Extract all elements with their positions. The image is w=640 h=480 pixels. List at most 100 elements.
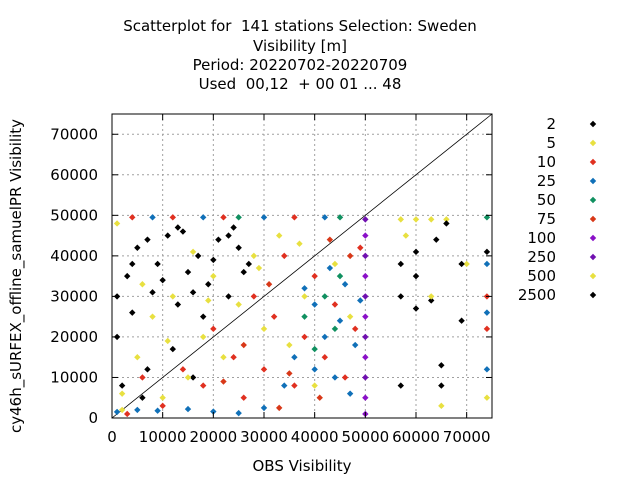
data-point-10 bbox=[250, 293, 258, 300]
data-point-10 bbox=[159, 402, 166, 410]
data-point-25 bbox=[301, 285, 308, 292]
data-point-2500 bbox=[412, 272, 420, 280]
data-point-5 bbox=[250, 252, 258, 260]
data-point-5 bbox=[159, 394, 166, 401]
data-point-2 bbox=[225, 293, 232, 300]
data-point-75 bbox=[326, 236, 334, 243]
data-point-500 bbox=[139, 281, 146, 288]
data-point-10 bbox=[230, 354, 237, 361]
data-point-25 bbox=[357, 297, 364, 304]
data-point-25 bbox=[483, 309, 491, 316]
legend-label: 500 bbox=[527, 267, 556, 285]
legend-label: 50 bbox=[537, 191, 556, 209]
data-point-10 bbox=[331, 301, 339, 308]
data-point-100 bbox=[362, 354, 369, 361]
legend-marker bbox=[589, 215, 597, 223]
data-point-10 bbox=[311, 272, 318, 280]
data-point-100 bbox=[362, 394, 369, 401]
data-point-2 bbox=[200, 313, 207, 320]
data-point-50 bbox=[235, 214, 242, 221]
data-point-25 bbox=[336, 317, 344, 324]
data-point-75 bbox=[316, 394, 323, 401]
x-tick-label: 60000 bbox=[392, 428, 440, 446]
legend-label: 25 bbox=[537, 172, 556, 190]
data-point-5 bbox=[113, 220, 121, 227]
data-point-2500 bbox=[189, 289, 197, 296]
data-point-25 bbox=[260, 214, 268, 221]
data-point-10 bbox=[357, 244, 364, 251]
data-point-250 bbox=[362, 374, 369, 381]
data-point-2500 bbox=[144, 236, 151, 243]
legend-marker bbox=[589, 291, 597, 299]
data-point-10 bbox=[179, 366, 187, 373]
data-point-100 bbox=[362, 232, 369, 239]
data-point-2500 bbox=[159, 276, 166, 284]
data-point-25 bbox=[483, 366, 491, 373]
data-point-50 bbox=[336, 214, 344, 221]
data-point-500 bbox=[255, 264, 263, 272]
data-point-500 bbox=[296, 240, 303, 247]
data-point-10 bbox=[129, 214, 136, 221]
data-point-50 bbox=[321, 293, 328, 300]
data-point-10 bbox=[220, 214, 227, 221]
diagonal-line bbox=[111, 113, 493, 419]
data-point-5 bbox=[311, 382, 318, 389]
data-point-50 bbox=[331, 325, 339, 333]
data-point-100 bbox=[362, 272, 369, 280]
data-point-50 bbox=[301, 313, 308, 320]
data-point-2 bbox=[412, 248, 420, 256]
data-point-2 bbox=[189, 374, 197, 381]
data-point-500 bbox=[189, 248, 197, 256]
data-point-2 bbox=[179, 228, 187, 235]
data-point-25 bbox=[200, 214, 207, 221]
data-point-10 bbox=[270, 313, 278, 320]
data-point-2500 bbox=[443, 220, 450, 227]
data-point-2 bbox=[428, 297, 435, 304]
data-point-5 bbox=[184, 374, 192, 381]
data-point-5 bbox=[169, 293, 176, 300]
data-point-5 bbox=[397, 216, 404, 223]
data-point-10 bbox=[291, 214, 298, 221]
data-point-5 bbox=[118, 406, 126, 414]
data-point-25 bbox=[184, 405, 192, 413]
data-point-2 bbox=[458, 317, 465, 324]
data-point-75 bbox=[276, 404, 283, 412]
x-tick-label: 40000 bbox=[291, 428, 339, 446]
data-point-250 bbox=[362, 333, 369, 341]
data-point-75 bbox=[286, 370, 293, 377]
legend-marker bbox=[589, 139, 597, 147]
data-point-2 bbox=[412, 305, 420, 312]
x-tick-label: 20000 bbox=[189, 428, 237, 446]
legend-label: 75 bbox=[537, 210, 556, 228]
data-point-25 bbox=[134, 406, 141, 414]
data-point-5 bbox=[428, 293, 435, 300]
data-point-5 bbox=[134, 354, 141, 361]
data-point-25 bbox=[321, 214, 328, 221]
data-point-75 bbox=[265, 281, 273, 288]
data-point-2 bbox=[438, 362, 445, 369]
data-point-25 bbox=[281, 382, 288, 389]
y-tick-label: 70000 bbox=[50, 125, 98, 143]
legend-marker bbox=[589, 120, 597, 128]
data-point-10 bbox=[200, 382, 207, 389]
data-point-10 bbox=[139, 374, 146, 381]
data-point-5 bbox=[149, 313, 156, 320]
data-point-2500 bbox=[210, 256, 217, 264]
data-point-10 bbox=[321, 354, 328, 361]
x-tick-label: 30000 bbox=[240, 428, 288, 446]
data-point-2 bbox=[118, 382, 126, 389]
data-point-10 bbox=[341, 374, 349, 381]
data-point-250 bbox=[362, 252, 369, 260]
data-point-2 bbox=[397, 382, 404, 389]
data-point-5 bbox=[443, 216, 450, 223]
data-point-5 bbox=[276, 232, 283, 239]
data-point-500 bbox=[205, 297, 212, 304]
data-point-2 bbox=[433, 236, 440, 243]
data-point-10 bbox=[352, 325, 359, 333]
data-point-2 bbox=[205, 281, 212, 288]
data-point-25 bbox=[341, 281, 349, 288]
data-point-5 bbox=[428, 216, 435, 223]
x-tick-label: 70000 bbox=[443, 428, 491, 446]
data-point-25 bbox=[311, 301, 318, 308]
